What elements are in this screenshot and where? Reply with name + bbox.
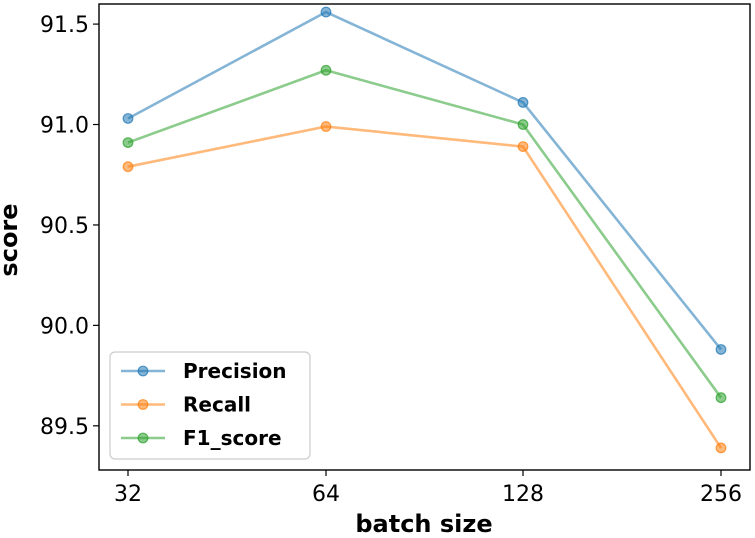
legend-swatch-marker: [137, 399, 149, 410]
data-point: [320, 6, 332, 18]
data-point: [715, 442, 727, 454]
data-point: [122, 137, 134, 148]
data-point: [320, 64, 332, 76]
x-axis: 32 64 128 256: [114, 470, 742, 507]
series-precision: [122, 6, 727, 355]
series-f1-score: [122, 64, 727, 404]
data-point: [715, 344, 727, 355]
y-axis: 89.5 90.0 90.5 91.0 91.5: [40, 13, 99, 440]
data-point: [517, 119, 529, 130]
data-point: [122, 161, 134, 173]
series-line: [127, 125, 723, 449]
y-tick-label: 89.5: [40, 415, 89, 440]
x-tick-label: 64: [312, 482, 340, 507]
data-point: [517, 141, 529, 153]
y-axis-title: score: [0, 203, 23, 276]
legend: Precision Recall F1_score: [109, 351, 311, 460]
data-point: [320, 121, 332, 132]
data-point: [715, 392, 727, 404]
x-axis-title: batch size: [355, 510, 492, 538]
legend-frame: [109, 351, 311, 460]
series-line: [127, 68, 723, 399]
y-tick-label: 90.0: [40, 314, 89, 339]
y-tick-label: 91.0: [40, 114, 89, 139]
y-tick-label: 90.5: [40, 214, 89, 239]
x-tick-label: 32: [114, 482, 142, 507]
y-tick-label: 91.5: [40, 13, 89, 38]
legend-swatch-marker: [137, 432, 149, 444]
legend-label: Precision: [183, 359, 287, 383]
data-point: [517, 97, 529, 108]
series-line: [127, 10, 723, 351]
legend-label: Recall: [183, 393, 251, 417]
legend-swatch-marker: [137, 365, 149, 377]
series-recall: [122, 121, 727, 454]
series-layer: [122, 6, 727, 454]
x-tick-label: 128: [502, 482, 544, 507]
data-point: [122, 113, 134, 124]
legend-label: F1_score: [183, 426, 282, 450]
x-tick-label: 256: [700, 482, 742, 507]
